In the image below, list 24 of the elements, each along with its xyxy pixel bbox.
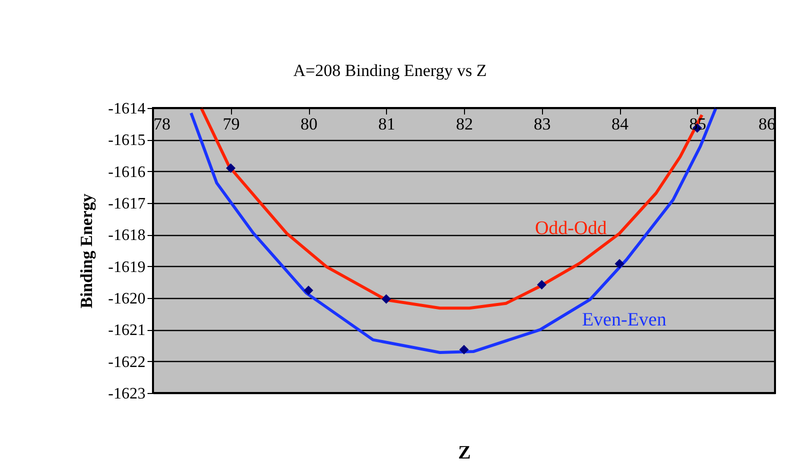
- y-tick-label: -1620: [108, 290, 146, 308]
- chart-title: A=208 Binding Energy vs Z: [293, 61, 487, 80]
- line-series: [190, 106, 718, 354]
- y-tick-label: -1618: [108, 227, 146, 244]
- x-tick-label: 79: [222, 114, 240, 134]
- line-series: [200, 106, 704, 310]
- x-tick-label: 78: [154, 114, 170, 134]
- y-tick-label: -1614: [108, 100, 146, 118]
- y-tick-label: -1617: [108, 196, 146, 212]
- x-tick-label: 80: [300, 114, 318, 134]
- y-tick-label: -1622: [108, 354, 146, 371]
- y-tick-label: -1623: [108, 386, 146, 402]
- x-tick-label: 81: [378, 114, 396, 134]
- series-label: Odd-Odd: [534, 218, 608, 240]
- x-tick-label: 83: [534, 114, 551, 134]
- y-axis-title: Binding Energy: [77, 193, 96, 308]
- series-label: Even-Even: [582, 310, 667, 331]
- x-tick-label: 82: [456, 114, 473, 134]
- y-tick-label: -1619: [108, 258, 146, 276]
- x-tick-label: 84: [612, 114, 629, 134]
- y-tick-label: -1615: [108, 132, 146, 150]
- y-tick-label: -1621: [108, 322, 146, 340]
- y-tick-label: -1616: [108, 164, 146, 181]
- x-axis-title: Z: [458, 442, 471, 464]
